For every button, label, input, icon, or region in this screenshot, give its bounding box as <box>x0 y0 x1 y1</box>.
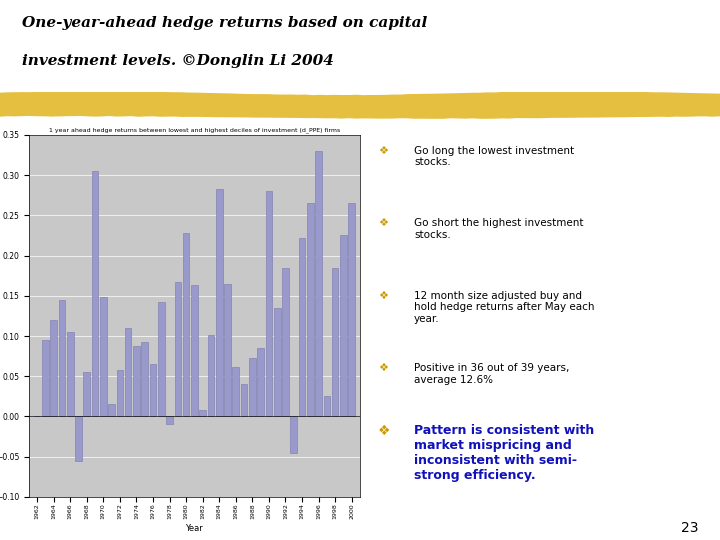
Bar <box>249 357 256 416</box>
Text: Go long the lowest investment
stocks.: Go long the lowest investment stocks. <box>414 146 575 167</box>
Bar <box>257 348 264 416</box>
Text: ❖: ❖ <box>378 146 387 156</box>
Text: ❖: ❖ <box>378 291 387 301</box>
Bar <box>233 367 239 416</box>
Text: 12 month size adjusted buy and
hold hedge returns after May each
year.: 12 month size adjusted buy and hold hedg… <box>414 291 595 324</box>
Bar <box>315 151 322 416</box>
Text: investment levels. ©Donglin Li 2004: investment levels. ©Donglin Li 2004 <box>22 54 333 68</box>
Text: Pattern is consistent with
market mispricing and
inconsistent with semi-
strong : Pattern is consistent with market mispri… <box>414 424 595 482</box>
Bar <box>108 404 115 416</box>
Bar <box>183 233 189 416</box>
Bar <box>42 340 49 416</box>
Bar <box>58 300 66 416</box>
Bar <box>290 416 297 453</box>
Bar <box>199 410 206 416</box>
Bar <box>84 372 90 416</box>
Bar <box>240 384 248 416</box>
Bar <box>174 282 181 416</box>
Bar <box>307 204 314 416</box>
Bar <box>100 298 107 416</box>
Text: Positive in 36 out of 39 years,
average 12.6%: Positive in 36 out of 39 years, average … <box>414 363 570 384</box>
Text: ❖: ❖ <box>378 363 387 373</box>
Text: ❖: ❖ <box>378 424 390 438</box>
Bar <box>117 370 123 416</box>
Bar <box>150 364 156 416</box>
Bar <box>323 396 330 416</box>
Bar <box>75 416 82 461</box>
Bar <box>299 238 305 416</box>
Bar <box>340 235 347 416</box>
Bar <box>274 308 281 416</box>
Text: ❖: ❖ <box>378 218 387 228</box>
Bar <box>158 302 165 416</box>
Bar <box>216 189 222 416</box>
Bar <box>166 416 173 424</box>
X-axis label: Year: Year <box>186 524 203 534</box>
Bar <box>141 342 148 416</box>
Bar <box>133 346 140 416</box>
Bar <box>91 171 99 416</box>
Bar <box>282 268 289 416</box>
Bar <box>67 332 73 416</box>
Text: 23: 23 <box>681 521 698 535</box>
Bar <box>207 335 215 416</box>
Bar <box>348 204 355 416</box>
Text: One-year-ahead hedge returns based on capital: One-year-ahead hedge returns based on ca… <box>22 16 427 30</box>
Bar <box>332 268 338 416</box>
Text: Go short the highest investment
stocks.: Go short the highest investment stocks. <box>414 218 584 240</box>
Title: 1 year ahead hedge returns between lowest and highest deciles of investment (d_P: 1 year ahead hedge returns between lowes… <box>49 127 340 132</box>
Bar <box>266 191 272 416</box>
Bar <box>224 284 231 416</box>
Bar <box>125 328 132 416</box>
Polygon shape <box>0 92 720 119</box>
Bar <box>191 285 198 416</box>
Bar <box>50 320 57 416</box>
